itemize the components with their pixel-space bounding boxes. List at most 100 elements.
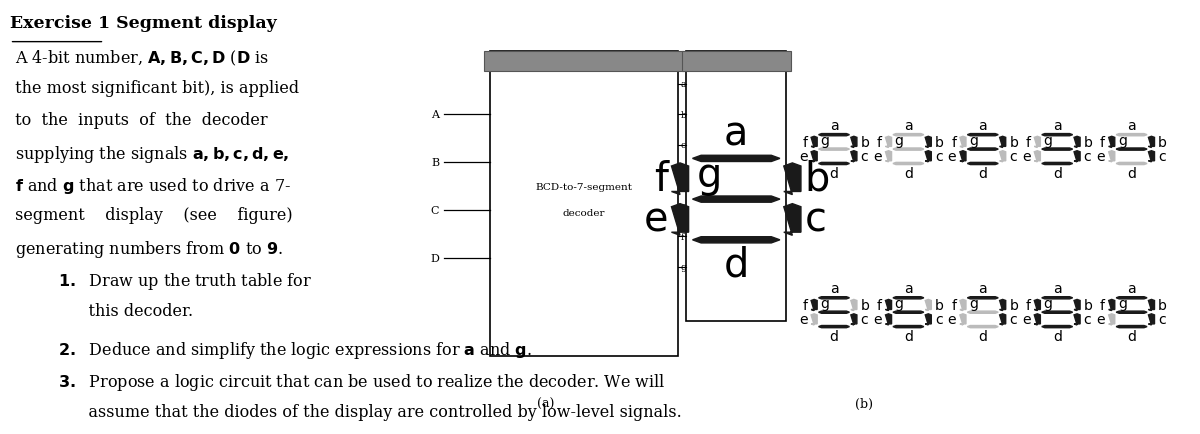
Text: the most significant bit), is applied: the most significant bit), is applied — [10, 80, 299, 97]
Polygon shape — [1116, 134, 1147, 136]
Text: d: d — [904, 330, 913, 344]
Text: a: a — [1127, 281, 1136, 295]
Text: $\mathbf{2.}$  Deduce and simplify the logic expressions for $\mathbf{a}$ and $\: $\mathbf{2.}$ Deduce and simplify the lo… — [38, 339, 533, 360]
Polygon shape — [1042, 163, 1073, 165]
Polygon shape — [1074, 151, 1080, 162]
Polygon shape — [818, 134, 850, 136]
Polygon shape — [967, 148, 998, 151]
Text: d: d — [1127, 167, 1136, 181]
Polygon shape — [967, 311, 998, 314]
Text: c: c — [1084, 312, 1091, 327]
Polygon shape — [1116, 311, 1147, 314]
Text: g: g — [968, 133, 978, 147]
Text: a: a — [724, 114, 749, 154]
Polygon shape — [925, 151, 931, 162]
Polygon shape — [1109, 300, 1115, 311]
Text: b: b — [1084, 135, 1092, 150]
Text: d: d — [829, 167, 839, 181]
Polygon shape — [893, 326, 924, 328]
Text: d: d — [978, 330, 988, 344]
Polygon shape — [692, 197, 780, 203]
Text: b: b — [1158, 135, 1166, 150]
Text: B: B — [431, 158, 439, 168]
Text: f: f — [1026, 298, 1031, 312]
Text: b: b — [804, 159, 829, 199]
Text: b: b — [860, 298, 869, 312]
Text: f: f — [680, 232, 684, 241]
Text: g: g — [968, 296, 978, 310]
Text: e: e — [1097, 312, 1105, 327]
Polygon shape — [1148, 151, 1154, 162]
Text: (a): (a) — [538, 397, 554, 410]
Text: to  the  inputs  of  the  decoder: to the inputs of the decoder — [10, 112, 268, 129]
Text: $\mathbf{3.}$  Propose a logic circuit that can be used to realize the decoder. : $\mathbf{3.}$ Propose a logic circuit th… — [38, 371, 666, 392]
Bar — [682, 52, 791, 72]
Text: e: e — [799, 312, 808, 327]
Text: a: a — [1052, 281, 1062, 295]
Text: c: c — [1084, 150, 1091, 164]
Text: D: D — [431, 253, 439, 263]
Text: d: d — [978, 167, 988, 181]
Text: Exercise 1 Segment display: Exercise 1 Segment display — [10, 15, 276, 32]
Polygon shape — [886, 151, 892, 162]
Polygon shape — [886, 300, 892, 311]
Text: f: f — [1100, 135, 1105, 150]
Text: b: b — [935, 298, 943, 312]
Polygon shape — [818, 326, 850, 328]
Polygon shape — [692, 156, 780, 162]
Text: c: c — [804, 200, 827, 240]
Polygon shape — [1000, 300, 1006, 311]
Polygon shape — [1042, 134, 1073, 136]
Polygon shape — [811, 137, 817, 148]
Text: d: d — [829, 330, 839, 344]
Polygon shape — [967, 134, 998, 136]
Text: generating numbers from $\mathbf{0}$ to $\mathbf{9}$.: generating numbers from $\mathbf{0}$ to … — [10, 239, 282, 260]
Polygon shape — [1148, 300, 1154, 311]
Bar — [484, 52, 684, 72]
Text: a: a — [829, 281, 839, 295]
Polygon shape — [1116, 148, 1147, 151]
Polygon shape — [1042, 311, 1073, 314]
Polygon shape — [672, 164, 689, 195]
Polygon shape — [1148, 137, 1154, 148]
Polygon shape — [893, 134, 924, 136]
Text: g: g — [894, 296, 904, 310]
Text: b: b — [1084, 298, 1092, 312]
Polygon shape — [811, 151, 817, 162]
Polygon shape — [960, 314, 966, 325]
Text: $\mathbf{1.}$  Draw up the truth table for: $\mathbf{1.}$ Draw up the truth table fo… — [38, 270, 312, 291]
Polygon shape — [851, 314, 857, 325]
Polygon shape — [1116, 297, 1147, 299]
Polygon shape — [784, 204, 800, 236]
Text: $\mathbf{f}$ and $\mathbf{g}$ that are used to drive a 7-: $\mathbf{f}$ and $\mathbf{g}$ that are u… — [10, 175, 290, 195]
Polygon shape — [1109, 137, 1115, 148]
Polygon shape — [967, 297, 998, 299]
Bar — [490, 52, 678, 356]
Text: e: e — [680, 202, 685, 210]
Polygon shape — [1042, 297, 1073, 299]
Polygon shape — [1074, 314, 1080, 325]
Bar — [686, 52, 786, 321]
Polygon shape — [818, 311, 850, 314]
Text: b: b — [680, 111, 686, 119]
Polygon shape — [925, 314, 931, 325]
Text: BCD-to-7-segment: BCD-to-7-segment — [535, 182, 632, 191]
Text: g: g — [894, 133, 904, 147]
Text: e: e — [1022, 312, 1031, 327]
Text: f: f — [877, 135, 882, 150]
Polygon shape — [1042, 326, 1073, 328]
Polygon shape — [818, 148, 850, 151]
Text: c: c — [935, 150, 942, 164]
Text: A 4-bit number, $\mathbf{A, B, C, D}$ ($\mathbf{D}$ is: A 4-bit number, $\mathbf{A, B, C, D}$ ($… — [10, 49, 269, 68]
Text: assume that the diodes of the display are controlled by low-level signals.: assume that the diodes of the display ar… — [68, 403, 682, 420]
Polygon shape — [784, 164, 800, 195]
Text: b: b — [860, 135, 869, 150]
Text: e: e — [948, 312, 956, 327]
Text: d: d — [1127, 330, 1136, 344]
Text: g: g — [680, 263, 686, 271]
Text: f: f — [1100, 298, 1105, 312]
Text: f: f — [803, 135, 808, 150]
Polygon shape — [1116, 163, 1147, 165]
Text: e: e — [874, 150, 882, 164]
Polygon shape — [960, 151, 966, 162]
